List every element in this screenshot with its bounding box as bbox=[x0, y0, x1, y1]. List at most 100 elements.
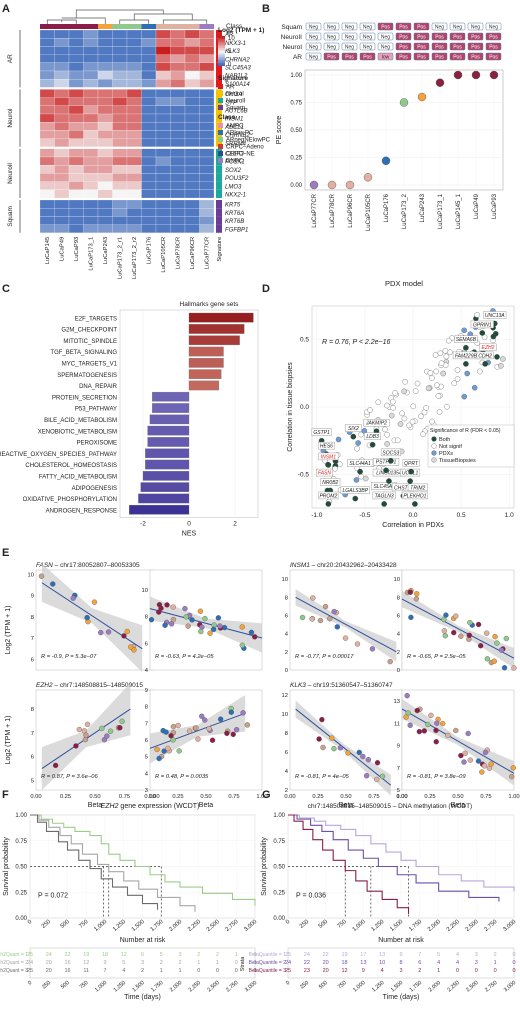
gene-label: CELF3 bbox=[225, 152, 244, 158]
beta-point bbox=[441, 628, 448, 634]
survival-curve bbox=[30, 814, 196, 912]
risk-count: 3 bbox=[475, 960, 478, 966]
heatmap-cell bbox=[68, 62, 84, 72]
gene-label: CHST11 bbox=[394, 485, 413, 491]
risk-count: 1 bbox=[160, 968, 163, 974]
heatmap-cell bbox=[83, 199, 99, 209]
heatmap-cell bbox=[39, 224, 55, 233]
status-cell bbox=[305, 22, 322, 31]
correlation-point bbox=[384, 441, 390, 447]
heatmap-cell bbox=[97, 38, 113, 47]
heatmap-cell bbox=[39, 97, 55, 106]
correlation-point bbox=[367, 407, 373, 413]
y-tick-label: 6 bbox=[145, 738, 148, 744]
y-tick-label: 3 bbox=[145, 788, 148, 794]
beta-point bbox=[252, 634, 258, 640]
correlation-point bbox=[412, 388, 419, 394]
beta-point bbox=[233, 727, 240, 733]
beta-point bbox=[458, 752, 464, 759]
beta-point bbox=[170, 604, 176, 610]
heatmap-cell bbox=[184, 89, 200, 98]
status-cell bbox=[359, 32, 376, 41]
y-tick-label: 7 bbox=[31, 636, 34, 642]
x-tick-label: 0 bbox=[285, 980, 291, 987]
beta-point bbox=[165, 745, 171, 752]
heatmap-cell bbox=[141, 29, 157, 39]
heatmap-cell bbox=[112, 189, 128, 199]
heatmap-cell bbox=[83, 29, 99, 39]
heatmap-cell bbox=[184, 148, 200, 158]
y-axis-label: Log2 (TPM + 1) bbox=[5, 716, 12, 765]
risk-count: 8 bbox=[399, 960, 402, 966]
beta-point bbox=[156, 602, 163, 608]
status-row-label: AR bbox=[293, 54, 302, 61]
status-cell-text: Pos bbox=[345, 55, 354, 61]
heatmap-cell bbox=[54, 181, 70, 190]
correlation-point bbox=[454, 376, 461, 382]
column-label: LuCaP105CR bbox=[161, 237, 167, 273]
risk-count: 2 bbox=[216, 952, 219, 958]
x-tick-label: 250 bbox=[41, 980, 52, 991]
nes-bar bbox=[188, 346, 224, 357]
labeled-point bbox=[408, 468, 414, 475]
beta-point bbox=[363, 773, 370, 779]
heatmap-cell bbox=[54, 29, 70, 39]
confidence-band bbox=[150, 596, 262, 653]
heatmap-cell bbox=[83, 173, 99, 182]
heatmap-cell bbox=[97, 189, 113, 199]
scale-step bbox=[218, 57, 225, 59]
correlation-annotation: R = -0.63, P = 4.2e−05 bbox=[155, 654, 214, 660]
x-tick-label: 2,500 bbox=[465, 980, 479, 993]
beta-point bbox=[475, 758, 482, 764]
class-legend-title: Class bbox=[218, 114, 236, 121]
status-cell-text: Neg bbox=[309, 55, 318, 61]
gene-label: NKX3-1 bbox=[225, 41, 246, 47]
beta-point bbox=[342, 635, 349, 641]
status-cell-text: Pos bbox=[399, 55, 408, 61]
gene-label: LMO3 bbox=[225, 184, 242, 190]
beta-point bbox=[453, 613, 459, 619]
heatmap-cell bbox=[83, 122, 99, 131]
heatmap-cell bbox=[39, 62, 55, 72]
trend-line bbox=[295, 708, 392, 786]
heatmap-cell bbox=[184, 224, 200, 233]
signature-cell bbox=[216, 71, 222, 80]
beta-point bbox=[453, 727, 459, 734]
heatmap-cell bbox=[184, 70, 200, 80]
status-cell-text: Pos bbox=[453, 55, 462, 61]
legend-label: ARlow PC bbox=[226, 131, 254, 137]
correlation-point bbox=[464, 370, 470, 377]
status-cell bbox=[431, 22, 448, 31]
heatmap-cell bbox=[97, 29, 113, 39]
heatmap-cell bbox=[141, 46, 157, 55]
beta-point bbox=[498, 647, 505, 653]
heatmap-cell bbox=[68, 208, 84, 217]
x-tick-label: 0.75 bbox=[228, 794, 239, 800]
x-tick-label: 0.50 bbox=[89, 794, 100, 800]
gene-label-box bbox=[318, 491, 339, 500]
nes-bar bbox=[142, 471, 190, 481]
correlation-point bbox=[500, 356, 506, 362]
gene-set-label: TGF_BETA_SIGNALING bbox=[50, 350, 117, 356]
legend-box bbox=[427, 424, 515, 468]
status-cell bbox=[323, 52, 340, 61]
heatmap-cell bbox=[141, 165, 157, 174]
heatmap-cell bbox=[155, 97, 171, 106]
beta-point bbox=[337, 745, 344, 751]
heatmap-cell bbox=[39, 165, 55, 174]
y-tick-label: 0.50 bbox=[273, 865, 285, 871]
y-tick-label: 6 bbox=[285, 750, 288, 756]
nes-bar bbox=[129, 504, 190, 515]
beta-point bbox=[317, 617, 324, 624]
x-tick-label: 3,000 bbox=[243, 919, 258, 933]
status-cell bbox=[413, 22, 430, 31]
beta-point bbox=[360, 753, 366, 760]
legend-marker bbox=[431, 450, 437, 456]
dendrogram bbox=[46, 9, 208, 24]
status-cell-text: Neg bbox=[489, 25, 498, 31]
correlation-point bbox=[474, 312, 480, 318]
gene-label: KRT6A bbox=[225, 211, 244, 217]
y-tick-label: 9 bbox=[397, 744, 400, 750]
status-cell bbox=[341, 52, 358, 61]
heatmap-cell bbox=[141, 54, 157, 63]
